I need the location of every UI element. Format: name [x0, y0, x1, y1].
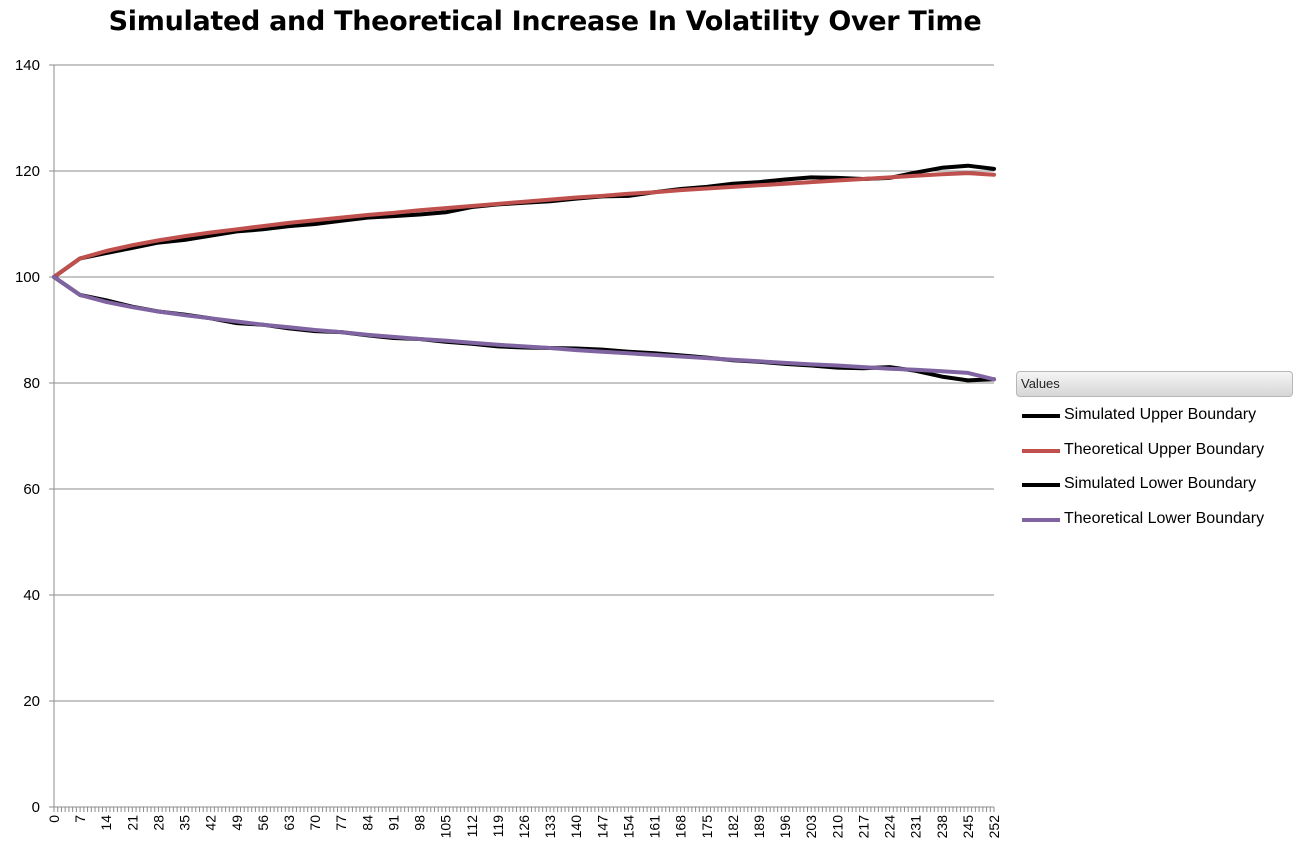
simulated-upper-line — [52, 163, 996, 279]
y-axis-ticks: 0 20 40 60 80 100 120 140 — [15, 57, 54, 816]
x-tick-label: 14 — [98, 815, 114, 831]
y-tick-label: 0 — [32, 799, 40, 816]
y-tick-label: 80 — [23, 375, 40, 392]
x-tick-label: 70 — [307, 815, 323, 831]
x-tick-label: 49 — [229, 815, 245, 831]
x-tick-label: 224 — [882, 815, 898, 839]
x-tick-label: 189 — [751, 815, 767, 839]
x-tick-label: 182 — [725, 815, 741, 839]
gridlines — [54, 64, 994, 702]
x-tick-label: 245 — [960, 815, 976, 839]
x-tick-label: 112 — [464, 815, 480, 838]
legend-label: Simulated Upper Boundary — [1064, 406, 1257, 423]
x-tick-label: 231 — [908, 815, 924, 839]
y-tick-label: 120 — [15, 163, 40, 180]
y-tick-label: 140 — [15, 57, 40, 74]
x-tick-label: 252 — [986, 815, 1002, 839]
axes — [53, 65, 995, 812]
y-tick-label: 100 — [15, 269, 40, 286]
legend-item-theoretical-lower: Theoretical Lower Boundary — [1016, 509, 1293, 529]
y-tick-label: 20 — [23, 693, 40, 710]
x-tick-label: 140 — [568, 815, 584, 839]
x-tick-label: 21 — [124, 815, 140, 831]
x-tick-label: 175 — [699, 815, 715, 839]
x-tick-label: 217 — [855, 815, 871, 839]
x-tick-label: 77 — [333, 815, 349, 831]
legend: Values Simulated Upper Boundary Theoreti… — [1016, 371, 1293, 527]
y-tick-label: 60 — [23, 481, 40, 498]
x-tick-label: 63 — [281, 815, 297, 831]
x-tick-label: 98 — [412, 815, 428, 831]
chart-title: Simulated and Theoretical Increase In Vo… — [108, 6, 982, 37]
x-axis-ticks: 0 7 14 21 28 35 42 49 56 63 70 77 84 91 98 105 112 119 126… — [46, 815, 1002, 839]
legend-swatch — [1022, 518, 1060, 522]
x-tick-label: 203 — [803, 815, 819, 839]
x-tick-label: 210 — [829, 815, 845, 839]
x-tick-label: 196 — [777, 815, 793, 839]
legend-swatch — [1022, 449, 1060, 453]
legend-label: Simulated Lower Boundary — [1064, 475, 1257, 492]
legend-item-simulated-upper: Simulated Upper Boundary — [1016, 405, 1293, 425]
legend-label: Theoretical Lower Boundary — [1064, 510, 1265, 527]
theoretical-lower-line — [52, 275, 996, 382]
x-tick-label: 119 — [490, 815, 506, 838]
x-tick-label: 105 — [438, 815, 454, 839]
x-tick-label: 161 — [647, 815, 663, 839]
y-tick-label: 40 — [23, 587, 40, 604]
x-tick-label: 154 — [620, 815, 636, 839]
x-tick-label: 126 — [516, 815, 532, 839]
x-tick-label: 168 — [673, 815, 689, 839]
theoretical-upper-line — [52, 171, 996, 279]
legend-swatch — [1022, 414, 1060, 418]
legend-swatch — [1022, 483, 1060, 487]
x-tick-label: 7 — [72, 815, 88, 823]
legend-title: Values — [1016, 371, 1293, 397]
x-tick-label: 0 — [46, 815, 62, 823]
legend-label: Theoretical Upper Boundary — [1064, 441, 1265, 458]
legend-item-simulated-lower: Simulated Lower Boundary — [1016, 474, 1293, 494]
x-tick-label: 28 — [150, 815, 166, 831]
x-tick-label: 133 — [542, 815, 558, 839]
x-tick-label: 84 — [359, 815, 375, 831]
x-tick-label: 56 — [255, 815, 271, 831]
series-lines — [52, 163, 996, 383]
x-tick-label: 238 — [934, 815, 950, 839]
x-tick-label: 91 — [385, 815, 401, 831]
x-tick-label: 35 — [177, 815, 193, 831]
x-tick-label: 42 — [203, 815, 219, 831]
legend-item-theoretical-upper: Theoretical Upper Boundary — [1016, 440, 1293, 460]
x-tick-label: 147 — [594, 815, 610, 839]
line-chart: 0 20 40 60 80 100 120 140 0 7 14 21 28 35 42 49 56 63 70 7… — [15, 57, 1002, 839]
